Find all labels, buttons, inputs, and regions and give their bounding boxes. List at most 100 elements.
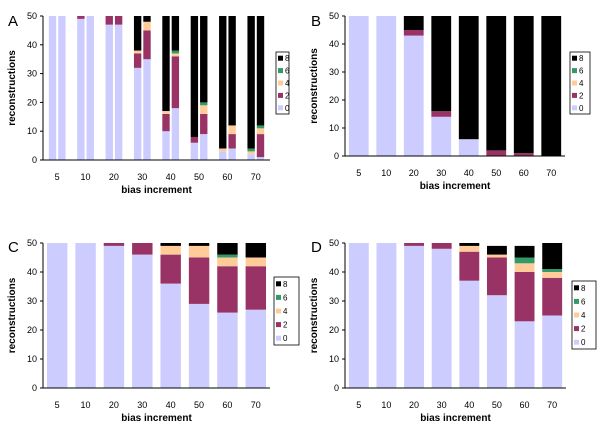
bar-segment-0 xyxy=(404,245,425,388)
x-tick-label: 40 xyxy=(166,400,176,410)
bar-segment-0 xyxy=(348,243,369,388)
legend-label: 4 xyxy=(283,307,288,316)
y-tick-label: 50 xyxy=(27,11,37,21)
x-tick-label: 40 xyxy=(464,168,474,178)
y-tick-label: 0 xyxy=(32,383,37,393)
bar-segment-0 xyxy=(459,280,480,388)
x-tick-label: 40 xyxy=(464,400,474,410)
y-tick-label: 40 xyxy=(329,267,339,277)
bar-segment-4 xyxy=(162,111,170,114)
legend-label: 6 xyxy=(283,293,288,302)
bar-segment-0 xyxy=(431,116,452,156)
bar-segment-2 xyxy=(486,150,507,156)
legend-label: 2 xyxy=(285,91,290,100)
bar-segment-0 xyxy=(160,283,181,388)
bar-segment-2 xyxy=(132,243,153,255)
bar-segment-8 xyxy=(247,16,255,149)
legend-swatch-0 xyxy=(572,105,577,111)
legend-swatch-4 xyxy=(278,80,283,86)
bar-segment-0 xyxy=(514,321,535,388)
x-tick-label: 60 xyxy=(520,400,530,410)
bar-segment-0 xyxy=(77,18,85,160)
bar-segment-0 xyxy=(105,24,113,160)
x-tick-label: 70 xyxy=(546,168,556,178)
bar-segment-8 xyxy=(217,243,238,255)
bar-segment-4 xyxy=(133,50,142,54)
bar-segment-8 xyxy=(514,245,535,258)
bar-segment-6 xyxy=(514,257,535,264)
bar-segment-8 xyxy=(542,243,563,270)
bar-segment-0 xyxy=(200,134,208,160)
bar-segment-2 xyxy=(143,30,151,60)
legend-label: 4 xyxy=(581,311,586,320)
x-tick-label: 30 xyxy=(137,400,147,410)
x-tick-label: 20 xyxy=(409,400,419,410)
y-tick-label: 40 xyxy=(27,267,37,277)
legend-swatch-8 xyxy=(278,55,283,61)
bar-segment-0 xyxy=(58,16,66,160)
bar-segment-8 xyxy=(459,243,480,246)
legend-label: 8 xyxy=(579,54,584,63)
bar-segment-4 xyxy=(160,245,181,255)
bar-segment-4 xyxy=(486,254,507,258)
y-axis-title: reconstructions xyxy=(309,277,320,353)
y-tick-label: 20 xyxy=(27,97,37,107)
x-tick-label: 20 xyxy=(409,168,419,178)
legend-swatch-6 xyxy=(278,68,283,74)
bar-segment-0 xyxy=(75,243,96,388)
bar-segment-4 xyxy=(256,128,265,135)
bar-segment-0 xyxy=(486,295,507,388)
x-tick-label: 10 xyxy=(381,400,391,410)
bar-segment-0 xyxy=(171,108,180,160)
bar-segment-0 xyxy=(219,151,227,160)
bar-segment-8 xyxy=(162,16,170,112)
legend-swatch-6 xyxy=(572,68,577,74)
legend-label: 6 xyxy=(581,297,586,306)
y-axis-title: reconstructions xyxy=(309,48,320,124)
bar-segment-0 xyxy=(190,142,199,160)
bar-segment-2 xyxy=(245,266,267,310)
legend: 8 6 4 2 0 xyxy=(571,280,597,350)
bar-segment-6 xyxy=(247,148,255,152)
bar-segment-2 xyxy=(190,136,199,143)
legend: 8 6 4 2 0 xyxy=(275,51,290,115)
x-tick-label: 30 xyxy=(436,168,446,178)
panel-label: A xyxy=(8,13,18,30)
bar-segment-0 xyxy=(103,245,125,388)
legend-label: 0 xyxy=(579,104,584,113)
legend-label: 0 xyxy=(283,334,288,343)
bar-segment-2 xyxy=(228,134,236,149)
bar-segment-0 xyxy=(376,16,397,156)
panel-label: D xyxy=(311,239,322,256)
legend-label: 8 xyxy=(285,54,290,63)
bar-segment-4 xyxy=(188,245,210,258)
x-tick-label: 20 xyxy=(109,400,119,410)
bar-segment-2 xyxy=(404,243,425,246)
x-tick-label: 20 xyxy=(109,172,119,182)
bar-segment-4 xyxy=(514,263,535,272)
bar-segment-8 xyxy=(431,16,452,112)
x-tick-label: 10 xyxy=(81,400,91,410)
y-tick-label: 40 xyxy=(329,39,339,49)
bar-segment-2 xyxy=(431,243,452,249)
bar-segment-0 xyxy=(143,59,151,161)
y-tick-label: 10 xyxy=(329,354,339,364)
bar-segment-0 xyxy=(247,154,255,160)
y-tick-label: 30 xyxy=(27,69,37,79)
bar-segment-0 xyxy=(458,139,479,156)
bar-segment-8 xyxy=(171,16,180,51)
bar-segment-2 xyxy=(513,153,534,156)
bar-segment-2 xyxy=(217,266,238,313)
y-axis-title: reconstructions xyxy=(7,50,18,126)
bar-segment-0 xyxy=(431,248,452,388)
legend-swatch-2 xyxy=(574,326,579,332)
x-tick-label: 70 xyxy=(251,400,261,410)
legend-label: 4 xyxy=(579,79,584,88)
bar-segment-8 xyxy=(219,16,227,149)
bar-segment-2 xyxy=(171,56,180,109)
legend-swatch-8 xyxy=(572,55,577,61)
